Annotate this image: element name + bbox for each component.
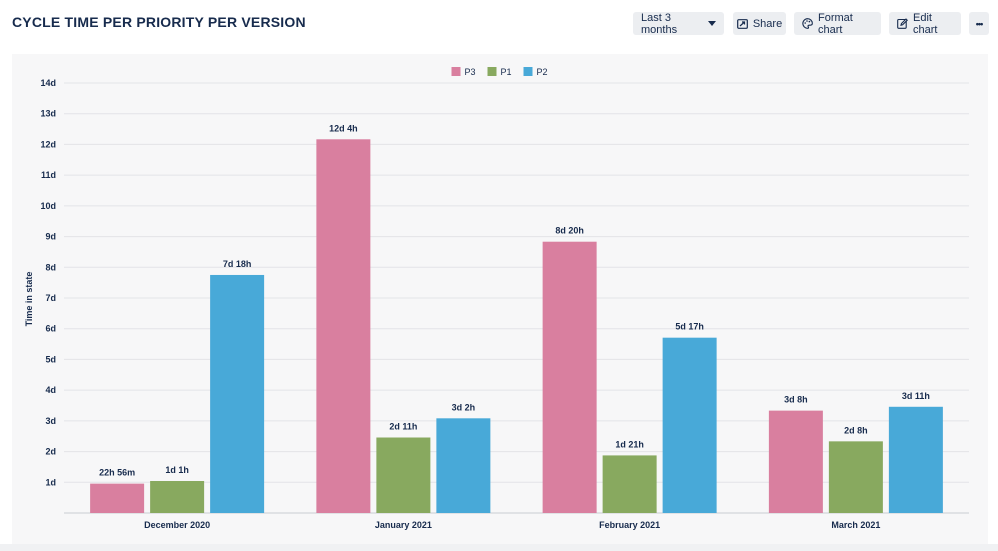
bar-chart: 22h 56m 1d 1h 7d 18h 12d 4h 2d 11h 3d 2h 8d 20…	[24, 67, 969, 530]
bar-p2[interactable]	[888, 406, 943, 513]
chevron-down-icon	[708, 21, 716, 26]
chart-panel: 22h 56m 1d 1h 7d 18h 12d 4h 2d 11h 3d 2h 8d 20…	[12, 54, 988, 544]
y-tick-label: 5d	[45, 354, 56, 364]
data-label: 5d 17h	[675, 322, 704, 332]
share-button[interactable]: Share	[733, 12, 786, 35]
data-label: 22h 56m	[99, 468, 135, 478]
share-icon	[736, 18, 748, 29]
y-tick-label: 12d	[40, 139, 56, 149]
palette-icon	[802, 18, 813, 29]
x-tick-label: February 2021	[599, 520, 660, 530]
bar-p3[interactable]	[542, 241, 597, 513]
data-label: 3d 2h	[452, 402, 476, 412]
format-chart-button[interactable]: Format chart	[794, 11, 881, 36]
format-chart-label: Format chart	[818, 11, 853, 36]
share-label: Share	[752, 17, 783, 30]
x-tick-label: January 2021	[375, 520, 432, 530]
bar-p1[interactable]	[828, 441, 883, 513]
date-range-dropdown[interactable]: Last 3 months	[633, 11, 724, 36]
legend-label: P3	[465, 67, 476, 77]
legend-swatch	[523, 67, 533, 76]
date-range-label: Last 3 months	[641, 11, 678, 36]
edit-chart-button[interactable]: Edit chart	[889, 11, 961, 36]
y-tick-label: 14d	[40, 78, 56, 88]
x-tick-label: December 2020	[144, 520, 210, 530]
data-label: 12d 4h	[329, 123, 358, 133]
data-label: 3d 11h	[902, 391, 930, 401]
edit-icon	[897, 18, 908, 29]
legend-item-p2[interactable]: P2	[523, 67, 548, 77]
data-label: 1d 21h	[615, 439, 644, 449]
more-icon: •••	[975, 18, 984, 29]
bar-p2[interactable]	[662, 337, 717, 513]
y-tick-label: 10d	[40, 201, 56, 211]
bar-p1[interactable]	[150, 480, 205, 513]
bar-p3[interactable]	[768, 410, 823, 513]
y-tick-label: 9d	[45, 232, 56, 242]
bar-p2[interactable]	[210, 274, 265, 513]
y-tick-label: 8d	[45, 262, 56, 272]
y-tick-label: 6d	[45, 324, 56, 334]
x-tick-label: March 2021	[831, 520, 880, 530]
legend-swatch	[451, 67, 461, 76]
bar-p1[interactable]	[376, 437, 431, 513]
y-tick-label: 13d	[40, 109, 56, 119]
data-label: 2d 11h	[389, 422, 417, 432]
bar-p3[interactable]	[316, 139, 371, 513]
more-options-button[interactable]: •••	[969, 12, 989, 35]
legend-label: P1	[501, 67, 512, 77]
y-axis-label: Time in state	[24, 272, 34, 327]
data-label: 7d 18h	[223, 259, 252, 269]
legend-item-p3[interactable]: P3	[451, 67, 476, 77]
data-label: 2d 8h	[844, 425, 868, 435]
data-label: 8d 20h	[555, 226, 584, 236]
y-tick-label: 11d	[41, 170, 56, 180]
y-tick-label: 4d	[45, 385, 56, 395]
legend-item-p1[interactable]: P1	[487, 67, 512, 77]
bar-p1[interactable]	[602, 455, 657, 513]
page-title: CYCLE TIME PER PRIORITY PER VERSION	[12, 14, 306, 30]
y-tick-label: 2d	[45, 447, 56, 457]
y-tick-label: 7d	[45, 293, 56, 303]
page-footer-strip	[0, 544, 998, 551]
edit-chart-label: Edit chart	[913, 11, 938, 36]
bar-p2[interactable]	[436, 418, 491, 513]
legend-label: P2	[537, 67, 548, 77]
data-label: 3d 8h	[784, 395, 808, 405]
data-label: 1d 1h	[165, 465, 189, 475]
y-tick-label: 3d	[45, 416, 56, 426]
bar-p3[interactable]	[90, 483, 145, 513]
legend-swatch	[487, 67, 497, 76]
y-tick-label: 1d	[45, 477, 56, 487]
chart-header: CYCLE TIME PER PRIORITY PER VERSION Last…	[0, 0, 998, 46]
